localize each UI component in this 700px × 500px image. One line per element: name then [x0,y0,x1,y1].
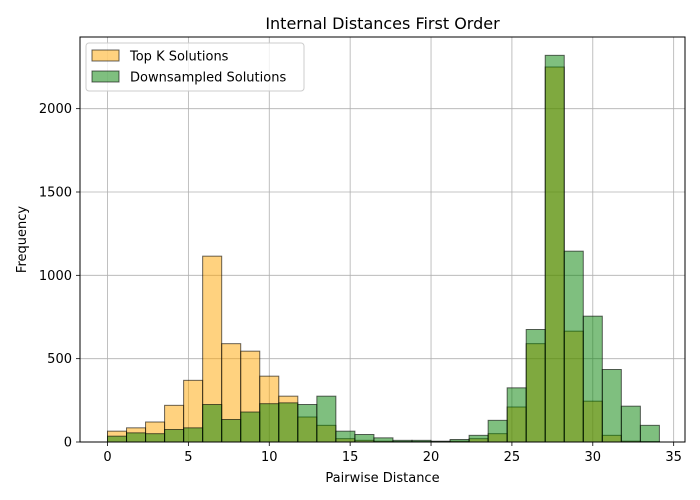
histogram-bar [221,419,242,443]
legend-box [85,42,305,92]
histogram-bar [620,405,641,443]
histogram-bar [278,402,299,443]
histogram-bar [145,433,166,443]
histogram-bar [164,429,185,443]
x-tick-label: 30 [585,450,602,465]
legend-swatch [91,70,120,83]
histogram-bar [126,432,147,443]
histogram-bar [373,437,394,443]
x-tick-label: 10 [261,450,278,465]
histogram-bar [601,369,622,443]
x-tick-label: 25 [504,450,521,465]
x-tick-label: 20 [423,450,440,465]
histogram-bar [639,424,660,443]
y-tick-label: 1000 [39,269,72,284]
histogram-bar [563,250,584,443]
y-tick-label: 500 [47,352,72,367]
histogram-bar [107,435,128,443]
histogram-bar [316,395,337,443]
x-tick-label: 0 [103,450,111,465]
y-tick-label: 2000 [39,102,72,117]
y-axis-label: Frequency [15,206,30,273]
x-tick-label: 15 [342,450,359,465]
histogram-bar [354,434,375,443]
x-axis-label: Pairwise Distance [325,471,439,486]
histogram-bar [202,404,223,443]
histogram-bar [335,430,356,443]
histogram-bar [183,427,204,443]
chart-title: Internal Distances First Order [265,14,500,33]
histogram-bar [297,404,318,443]
legend-swatch [91,49,120,62]
histogram-bar [259,403,280,443]
legend-label: Top K Solutions [129,50,229,65]
x-tick-label: 5 [184,450,192,465]
histogram-bar [487,419,508,443]
histogram-bar [468,434,489,443]
histogram-bar [544,54,565,443]
histogram-bar [240,411,261,443]
legend-label: Downsampled Solutions [130,71,286,86]
x-tick-label: 35 [665,450,682,465]
series-downsampled-solutions-bars [107,54,660,443]
histogram-bar [582,315,603,443]
y-tick-label: 0 [64,436,72,451]
plot-frame [79,36,686,443]
y-tick-label: 1500 [39,186,72,201]
axis-ticks: 0 5 10 15 20 25 30 35 0 500 1000 1500 2000 [39,102,682,465]
legend: Top K Solutions Downsampled Solutions [85,42,305,92]
histogram-bar [525,329,546,443]
histogram-bar [506,387,527,443]
